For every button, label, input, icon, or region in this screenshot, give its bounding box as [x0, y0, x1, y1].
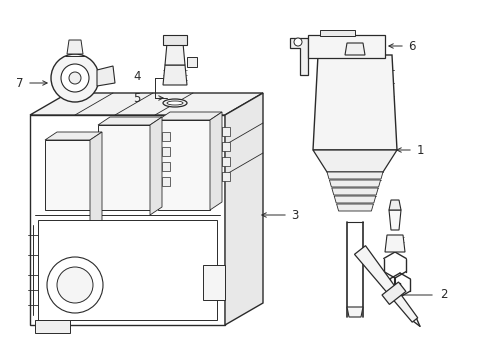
Bar: [162, 177, 170, 186]
Text: 3: 3: [291, 208, 298, 221]
Polygon shape: [290, 38, 308, 75]
Polygon shape: [158, 120, 210, 210]
Polygon shape: [45, 140, 90, 210]
Polygon shape: [347, 307, 363, 317]
Polygon shape: [98, 125, 150, 210]
Polygon shape: [67, 40, 83, 54]
Polygon shape: [329, 180, 381, 187]
Polygon shape: [90, 132, 102, 230]
Bar: [222, 142, 230, 151]
Polygon shape: [150, 117, 162, 215]
Polygon shape: [30, 115, 225, 325]
Polygon shape: [313, 55, 397, 150]
Polygon shape: [30, 93, 263, 115]
Bar: [162, 162, 170, 171]
Polygon shape: [187, 57, 197, 67]
Text: 4: 4: [133, 69, 141, 82]
Polygon shape: [354, 246, 418, 322]
Polygon shape: [163, 35, 187, 45]
Text: 1: 1: [417, 144, 424, 157]
Text: 6: 6: [408, 40, 416, 53]
Ellipse shape: [167, 101, 183, 105]
Bar: [222, 172, 230, 181]
Polygon shape: [332, 188, 378, 195]
Polygon shape: [98, 117, 162, 125]
Polygon shape: [163, 65, 187, 85]
Bar: [222, 127, 230, 136]
Polygon shape: [389, 210, 401, 230]
Polygon shape: [210, 112, 222, 210]
Bar: [38, 220, 217, 320]
Polygon shape: [320, 30, 355, 36]
Circle shape: [61, 64, 89, 92]
Polygon shape: [337, 204, 373, 211]
Polygon shape: [308, 35, 385, 58]
Bar: [162, 147, 170, 156]
Polygon shape: [158, 112, 222, 120]
Polygon shape: [327, 172, 383, 179]
Polygon shape: [345, 43, 365, 55]
Polygon shape: [35, 320, 70, 333]
Polygon shape: [225, 93, 263, 325]
Ellipse shape: [163, 99, 187, 107]
Circle shape: [51, 54, 99, 102]
Polygon shape: [382, 282, 406, 305]
Circle shape: [69, 72, 81, 84]
Text: 5: 5: [133, 91, 140, 104]
Polygon shape: [385, 235, 405, 252]
Bar: [162, 132, 170, 141]
Polygon shape: [165, 43, 185, 65]
Polygon shape: [97, 66, 115, 86]
Bar: [203, 265, 225, 300]
Circle shape: [47, 257, 103, 313]
Polygon shape: [313, 150, 397, 172]
Polygon shape: [334, 196, 376, 203]
Text: 2: 2: [440, 288, 447, 302]
Circle shape: [57, 267, 93, 303]
Polygon shape: [389, 200, 401, 210]
Circle shape: [294, 38, 302, 46]
Text: 7: 7: [16, 77, 23, 90]
Bar: [222, 157, 230, 166]
Polygon shape: [45, 132, 102, 140]
